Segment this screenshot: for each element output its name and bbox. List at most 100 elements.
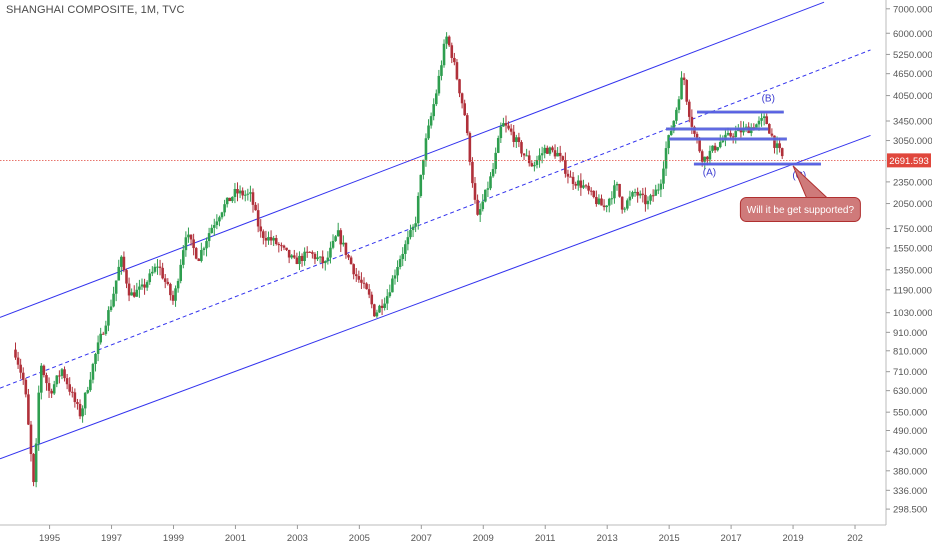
candle-body — [373, 304, 376, 317]
chart-title: SHANGHAI COMPOSITE, 1M, TVC — [6, 4, 185, 16]
y-tick-label: 430.000 — [893, 447, 927, 458]
candle-body — [311, 252, 314, 254]
candle-body — [543, 147, 547, 154]
candle-body — [509, 128, 513, 132]
x-tick-label: 2001 — [225, 533, 246, 544]
candle-body — [171, 295, 175, 301]
candle-body — [339, 230, 343, 245]
channel-upper-line — [0, 1, 825, 318]
candle-body — [357, 276, 361, 280]
candle-body — [218, 217, 221, 222]
candle-body — [109, 306, 113, 311]
candle-body — [473, 183, 477, 200]
candle-body — [685, 80, 689, 102]
candle-body — [440, 65, 443, 76]
candle-body — [721, 140, 725, 143]
candle-body — [362, 282, 366, 284]
candle-body — [682, 77, 686, 81]
candle-body — [388, 292, 392, 297]
candle-body — [657, 189, 660, 191]
candle-body — [432, 104, 436, 117]
y-tick-label: 810.000 — [893, 346, 927, 357]
candle-body — [212, 225, 216, 228]
candle-body — [667, 135, 670, 149]
x-tick-label: 1995 — [39, 533, 60, 544]
candle-body — [538, 155, 541, 161]
candle-body — [383, 303, 386, 308]
y-tick-label: 630.000 — [893, 386, 927, 397]
x-tick-label: 2017 — [721, 533, 742, 544]
candle-body — [502, 123, 505, 127]
candle-body — [427, 125, 430, 139]
candle-body — [708, 150, 712, 160]
candle-body — [112, 293, 115, 307]
candle-body — [181, 250, 185, 265]
candle-body — [21, 372, 25, 380]
candle-body — [481, 201, 485, 210]
candle-body — [729, 132, 732, 137]
candle-body — [775, 143, 779, 148]
candle-body — [94, 353, 97, 364]
candle-body — [486, 188, 490, 190]
candle-body — [597, 198, 601, 205]
candle-body — [600, 198, 603, 206]
candle-body — [398, 259, 402, 267]
candle-body — [636, 191, 639, 196]
candle-body — [295, 257, 299, 265]
candle-body — [86, 390, 90, 393]
candle-body — [385, 296, 389, 304]
candle-body — [620, 196, 624, 210]
candle-body — [615, 183, 619, 186]
candle-body — [527, 155, 531, 164]
candle-body — [241, 190, 244, 196]
candle-body — [37, 392, 41, 444]
candle-body — [47, 383, 51, 391]
candle-body — [40, 365, 43, 393]
candle-body — [114, 280, 118, 294]
candle-body — [323, 261, 327, 264]
candle-body — [202, 248, 206, 251]
candle-body — [342, 242, 345, 245]
candle-body — [267, 237, 270, 241]
candle-body — [680, 77, 683, 100]
candle-body — [215, 221, 219, 226]
candle-body — [285, 247, 288, 250]
candle-body — [628, 196, 632, 201]
candle-body — [262, 231, 265, 238]
candle-body — [246, 193, 250, 195]
candle-body — [148, 273, 152, 283]
candle-body — [189, 234, 193, 240]
candle-body — [592, 190, 596, 198]
candle-body — [233, 188, 237, 197]
candle-body — [437, 75, 441, 94]
candle-body — [158, 266, 162, 268]
channel-mid-line — [0, 49, 871, 389]
candle-body — [569, 176, 572, 178]
candle-body — [414, 223, 417, 227]
candle-body — [223, 204, 226, 213]
candle-body — [89, 379, 92, 391]
candle-body — [68, 384, 72, 392]
candle-body — [249, 192, 252, 194]
candle-body — [548, 147, 552, 154]
candle-body — [574, 183, 577, 186]
candle-body — [602, 205, 606, 208]
last-price-tag — [887, 153, 931, 168]
candle-body — [391, 278, 394, 293]
candle-body — [434, 93, 438, 105]
candle-body — [70, 391, 74, 393]
candle-body — [228, 197, 232, 202]
candle-body — [360, 279, 363, 283]
candle-body — [633, 191, 637, 193]
candle-body — [58, 375, 61, 377]
y-tick-label: 3050.000 — [893, 136, 932, 147]
candle-body — [675, 109, 678, 121]
candle-body — [29, 424, 33, 455]
callout-box — [739, 196, 861, 222]
candle-body — [726, 132, 730, 135]
candle-body — [401, 253, 405, 260]
candle-body — [507, 125, 510, 129]
candle-body — [765, 116, 769, 125]
x-tick-label: 2005 — [349, 533, 370, 544]
